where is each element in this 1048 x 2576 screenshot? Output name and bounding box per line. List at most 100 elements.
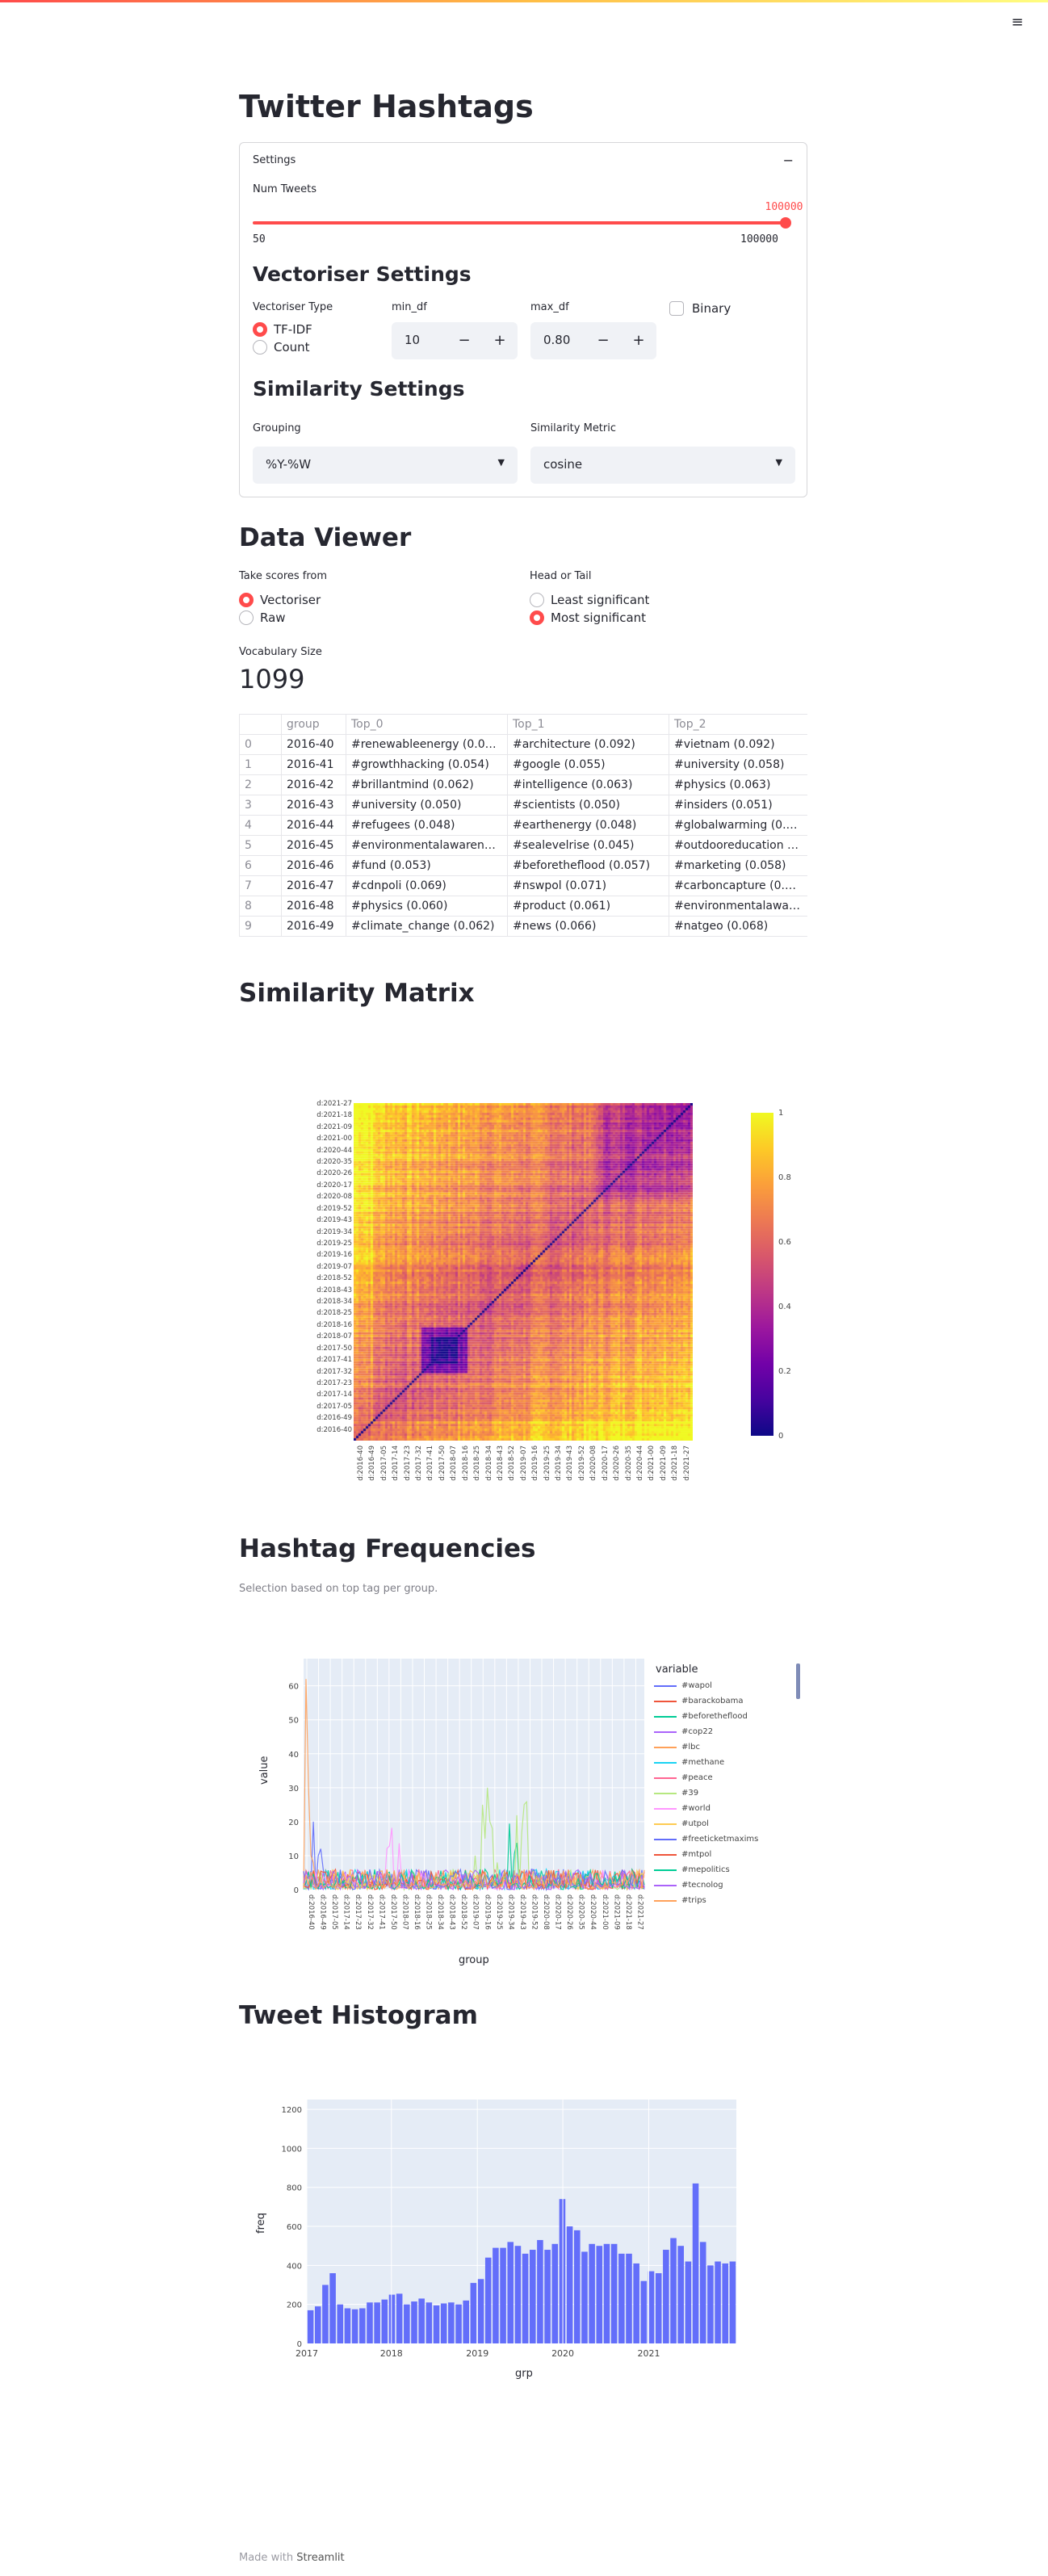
histogram-bar [484, 2257, 492, 2343]
max-df-increment-button[interactable]: + [632, 332, 645, 349]
frequencies-y-tick: 20 [288, 1819, 299, 1827]
heatmap-y-tick: d:2020-26 [316, 1169, 352, 1178]
grouping-select[interactable]: %Y-%W ▼ [253, 447, 518, 484]
radio-raw-dot[interactable] [239, 610, 254, 625]
table-row[interactable]: 6 2016-46 #fund (0.053) #beforetheflood (0.… [239, 855, 807, 876]
legend-item[interactable]: #utpol [654, 1816, 799, 1831]
frequencies-svg[interactable]: 60 50 40 30 20 10 0 d:2016-40 d:2016-49 d:2017-05… [239, 1623, 807, 1978]
dataframe-column-header[interactable]: Top_1 [507, 714, 669, 735]
binary-checkbox[interactable] [669, 301, 684, 316]
min-df-value[interactable]: 10 [405, 333, 421, 347]
settings-expander-header[interactable]: Settings [253, 154, 296, 166]
table-cell: #cdnpoli (0.069) [346, 875, 508, 896]
footer-streamlit-link[interactable]: Streamlit [296, 2552, 345, 2564]
hamburger-icon[interactable]: ≡ [1011, 14, 1024, 31]
histogram-bar [493, 2247, 499, 2343]
dataframe-column-header[interactable]: Top_2 [669, 714, 807, 735]
frequencies-x-tick: d:2020-35 [577, 1894, 585, 1930]
min-df-input[interactable]: 10 − + [392, 322, 518, 359]
dataframe[interactable]: group Top_0 Top_1 Top_2 0 2016-40 #renewablee… [239, 714, 807, 956]
max-df-input[interactable]: 0.80 − + [530, 322, 656, 359]
frequencies-x-tick: d:2018-52 [459, 1894, 467, 1930]
similarity-metric-select[interactable]: cosine ▼ [530, 447, 795, 484]
heatmap-y-tick: d:2020-17 [316, 1181, 352, 1189]
similarity-matrix-heading: Similarity Matrix [239, 979, 475, 1008]
radio-raw[interactable]: Raw [239, 609, 321, 627]
radio-least-dot[interactable] [530, 593, 544, 607]
dataframe-table[interactable]: group Top_0 Top_1 Top_2 0 2016-40 #renewablee… [239, 714, 807, 937]
table-row[interactable]: 3 2016-43 #university (0.050) #scientists (… [239, 795, 807, 816]
dataframe-column-header[interactable] [239, 714, 282, 735]
hashtag-frequencies-chart[interactable]: 60 50 40 30 20 10 0 d:2016-40 d:2016-49 d:2017-05… [239, 1623, 807, 1978]
histogram-svg[interactable]: 0 200 400 600 800 1000 1200 2017 2018 2019 2020 202… [239, 2067, 807, 2390]
legend-item[interactable]: #cop22 [654, 1724, 799, 1739]
legend-swatch [654, 1807, 677, 1810]
max-df-value[interactable]: 0.80 [543, 333, 571, 347]
top-decoration-bar [0, 0, 1048, 2]
binary-checkbox-row[interactable]: Binary [669, 301, 731, 316]
min-df-decrement-button[interactable]: − [458, 332, 471, 349]
num-tweets-slider-track[interactable] [253, 221, 786, 224]
radio-most-dot[interactable] [530, 610, 544, 625]
table-row[interactable]: 8 2016-48 #physics (0.060) #product (0.061)… [239, 896, 807, 917]
frequencies-legend[interactable]: #wapol #barackobama #beforetheflood #cop22 #… [654, 1678, 799, 1909]
histogram-bar [729, 2261, 736, 2343]
table-row[interactable]: 1 2016-41 #growthhacking (0.054) #google (0… [239, 754, 807, 775]
frequencies-y-tick: 10 [288, 1852, 299, 1861]
heatmap-y-tick: d:2019-25 [316, 1239, 352, 1248]
table-row[interactable]: 4 2016-44 #refugees (0.048) #earthenergy (0… [239, 815, 807, 836]
similarity-heatmap[interactable] [354, 1103, 693, 1441]
radio-most-significant[interactable]: Most significant [530, 609, 649, 627]
radio-count[interactable]: Count [253, 338, 312, 356]
legend-item[interactable]: #mepolitics [654, 1862, 799, 1877]
legend-item[interactable]: #39 [654, 1785, 799, 1801]
collapse-icon[interactable]: − [782, 153, 794, 168]
colorbar-tick: 0.2 [778, 1367, 791, 1376]
tweet-histogram-chart[interactable]: 0 200 400 600 800 1000 1200 2017 2018 2019 2020 202… [239, 2067, 807, 2390]
max-df-decrement-button[interactable]: − [597, 332, 610, 349]
legend-item[interactable]: #freeticketmaxims [654, 1831, 799, 1847]
table-cell: #natgeo (0.068) [669, 916, 807, 937]
legend-label: #world [681, 1804, 711, 1813]
num-tweets-slider-thumb[interactable] [780, 217, 791, 229]
table-row[interactable]: 7 2016-47 #cdnpoli (0.069) #nswpol (0.071) #… [239, 875, 807, 896]
radio-tfidf[interactable]: TF-IDF [253, 321, 312, 338]
radio-vectoriser-dot[interactable] [239, 593, 254, 607]
vectoriser-type-radio-group: TF-IDF Count [253, 321, 312, 356]
min-df-increment-button[interactable]: + [493, 332, 506, 349]
table-row[interactable]: 0 2016-40 #renewableenergy (0.090) #archite… [239, 734, 807, 755]
radio-most-label: Most significant [551, 610, 647, 625]
dataframe-column-header[interactable]: group [281, 714, 346, 735]
legend-item[interactable]: #wapol [654, 1678, 799, 1693]
chevron-down-icon[interactable]: ▼ [775, 457, 782, 468]
frequencies-y-tick: 60 [288, 1683, 299, 1692]
histogram-bar [381, 2299, 388, 2343]
row-index: 2 [239, 774, 282, 795]
radio-count-dot[interactable] [253, 340, 267, 355]
legend-item[interactable]: #mtpol [654, 1847, 799, 1862]
num-tweets-value: 100000 [765, 201, 803, 213]
radio-count-label: Count [274, 340, 310, 355]
histogram-y-tick: 200 [287, 2301, 302, 2310]
legend-scrollbar[interactable] [796, 1663, 800, 1699]
radio-least-significant[interactable]: Least significant [530, 591, 649, 609]
chevron-down-icon[interactable]: ▼ [497, 457, 505, 468]
legend-item[interactable]: #lbc [654, 1739, 799, 1755]
radio-tfidf-dot[interactable] [253, 322, 267, 337]
legend-item[interactable]: #barackobama [654, 1693, 799, 1709]
table-row[interactable]: 2 2016-42 #brillantmind (0.062) #intelligen… [239, 774, 807, 795]
legend-item[interactable]: #peace [654, 1770, 799, 1785]
similarity-matrix-chart[interactable]: d:2021-27 d:2021-18 d:2021-09 d:2021-00 d:20… [239, 1050, 807, 1502]
legend-item[interactable]: #trips [654, 1893, 799, 1908]
table-row[interactable]: 5 2016-45 #environmentalawarenes… #sealevel… [239, 835, 807, 856]
legend-item[interactable]: #methane [654, 1755, 799, 1770]
legend-item[interactable]: #beforetheflood [654, 1709, 799, 1724]
radio-vectoriser[interactable]: Vectoriser [239, 591, 321, 609]
frequencies-x-tick: d:2017-41 [377, 1894, 385, 1930]
legend-item[interactable]: #tecnolog [654, 1877, 799, 1893]
table-row[interactable]: 9 2016-49 #climate_change (0.062) #news (0.… [239, 916, 807, 937]
frequencies-plot-area [304, 1659, 644, 1890]
legend-item[interactable]: #world [654, 1801, 799, 1816]
legend-swatch [654, 1838, 677, 1840]
dataframe-column-header[interactable]: Top_0 [346, 714, 508, 735]
